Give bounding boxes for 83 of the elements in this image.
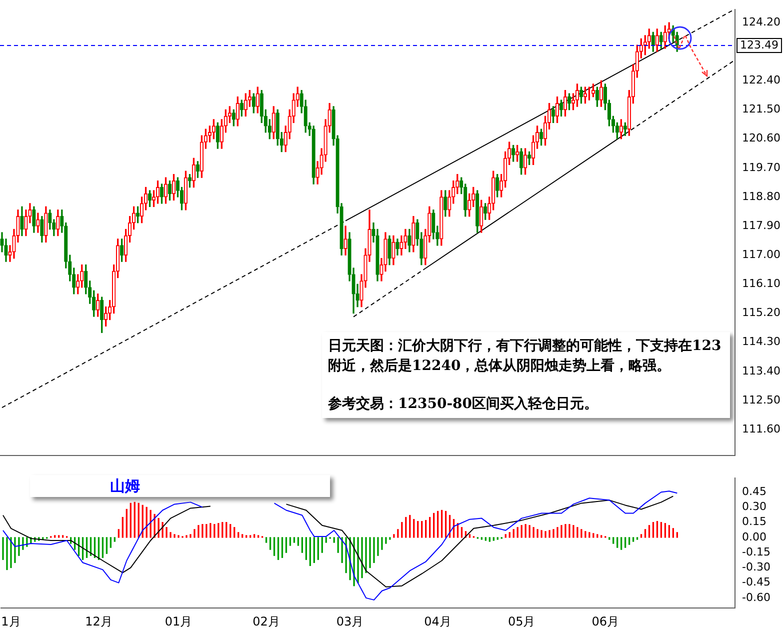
candlestick	[595, 86, 600, 107]
candlestick	[575, 84, 580, 107]
text-box: 日元天图：汇价大阴下行，有下行调整的可能性，下支持在123附近，然后是12240，总体从阴阳烛走势上看，略强。 参考交易：12350-80区间买入轻仓日元。	[322, 332, 730, 418]
y-tick-label: 122.40	[742, 74, 780, 87]
candlestick	[480, 200, 484, 233]
y-tick-label: 120.60	[742, 132, 780, 145]
candlestick	[643, 35, 647, 56]
candlestick	[256, 86, 260, 114]
candlestick	[40, 216, 44, 243]
y-tick-label: 112.50	[742, 393, 780, 406]
y-tick-label: 124.20	[742, 15, 780, 28]
candlestick	[599, 80, 604, 107]
ref-line-label: 123.49	[740, 38, 778, 52]
y-tick-label: -0.30	[742, 560, 770, 574]
candlestick	[44, 206, 48, 243]
candlestick	[312, 126, 316, 184]
candlestick	[515, 144, 520, 162]
candlestick	[184, 170, 188, 210]
candlestick	[32, 206, 36, 233]
candlestick	[272, 106, 276, 140]
y-tick-label: -0.45	[742, 576, 770, 589]
candlestick	[444, 190, 448, 217]
candlestick	[655, 28, 659, 52]
candlestick	[276, 109, 280, 146]
candlestick	[563, 90, 568, 117]
candlestick	[168, 180, 172, 201]
y-tick-label: -0.60	[742, 590, 770, 604]
x-tick-label: 05月	[508, 614, 536, 628]
y-tick-label: 111.60	[742, 422, 780, 436]
candlestick	[527, 151, 532, 165]
x-tick-label: 06月	[592, 614, 619, 628]
candlestick	[495, 174, 500, 198]
candlestick	[388, 235, 392, 266]
candlestick	[36, 212, 40, 233]
candlestick	[440, 190, 444, 246]
candlestick	[232, 109, 236, 126]
candlestick	[156, 180, 160, 204]
candlestick	[523, 148, 528, 175]
y-tick-label: 0.00	[742, 530, 766, 544]
candlestick	[164, 177, 168, 204]
y-tick-label: 0.45	[742, 484, 766, 498]
y-tick-label: 117.90	[742, 218, 780, 232]
y-tick-label: 114.30	[742, 335, 780, 348]
y-tick-label: 0.30	[742, 500, 766, 514]
x-tick-label: 12月	[85, 614, 112, 628]
candlestick	[555, 96, 560, 123]
candlestick	[651, 32, 655, 52]
y-tick-label: 115.20	[742, 306, 780, 320]
y-tick-label: 121.50	[742, 102, 780, 116]
y-tick-label: 116.10	[742, 277, 780, 290]
candlestick	[20, 206, 24, 236]
candlestick	[92, 290, 96, 317]
x-tick-label: 02月	[252, 614, 280, 628]
candlestick	[591, 84, 596, 98]
y-tick-label: 117.00	[742, 248, 780, 261]
x-tick-label: 01月	[164, 614, 192, 628]
y-tick-label: -0.15	[742, 545, 770, 558]
y-tick-label: 0.15	[742, 515, 766, 528]
annotation: 参考交易：12350-80区间买入轻仓日元。	[328, 394, 599, 414]
text-box: 山姆	[30, 475, 330, 497]
candlestick	[392, 235, 396, 266]
candlestick	[244, 93, 248, 117]
x-tick-label: 1月	[1, 614, 21, 628]
candlestick	[172, 174, 176, 201]
y-tick-label: 118.80	[742, 190, 780, 203]
candlestick	[623, 122, 627, 136]
candlestick	[476, 190, 480, 233]
candlestick	[160, 184, 164, 204]
candlestick	[412, 216, 416, 252]
candlestick	[96, 294, 100, 317]
candlestick	[56, 210, 60, 236]
y-tick-label: 113.40	[742, 364, 780, 378]
candlestick	[236, 96, 240, 126]
candlestick	[216, 122, 220, 149]
candlestick	[344, 226, 348, 256]
candlestick	[511, 144, 516, 162]
annotation: 日元天图：汇价大阴下行，有下行调整的可能性，下支持在123附近，然后是12240，总体从阴阳烛走势上看，略强。	[328, 337, 722, 376]
candlestick	[80, 264, 84, 288]
x-tick-label: 04月	[424, 614, 452, 628]
candlestick	[252, 93, 256, 114]
y-tick-label: 119.70	[742, 160, 780, 174]
x-tick-label: 03月	[336, 614, 364, 628]
candlestick	[100, 296, 104, 333]
